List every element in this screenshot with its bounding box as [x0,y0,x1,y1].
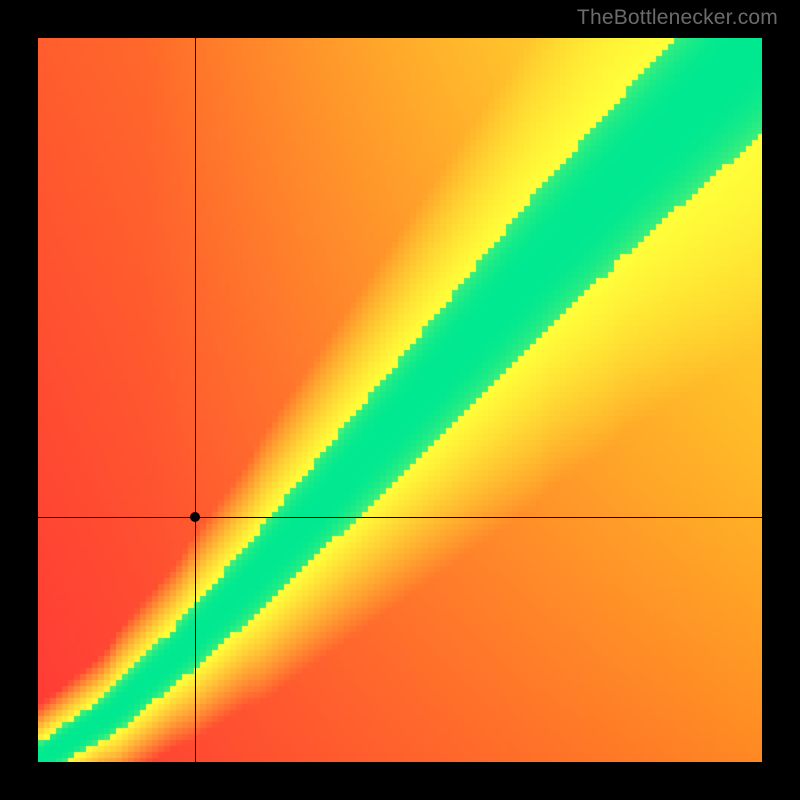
heatmap-canvas [38,38,762,762]
bottleneck-marker-dot [190,512,200,522]
watermark-text: TheBottlenecker.com [577,6,778,30]
crosshair-vertical [195,38,196,762]
crosshair-horizontal [38,517,762,518]
heatmap-plot [38,38,762,762]
